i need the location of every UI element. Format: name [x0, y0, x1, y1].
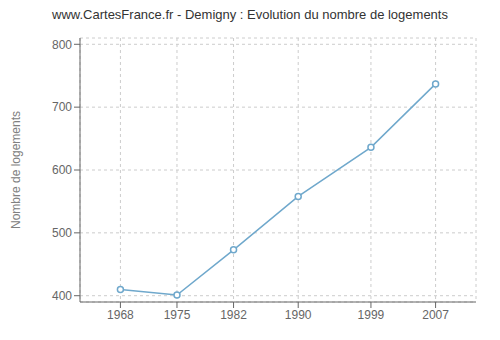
svg-text:700: 700 [52, 100, 72, 114]
html-text:www.CartesFrance.fr - Demigny: www.CartesFrance.fr - Demigny : Evolutio… [52, 7, 448, 22]
svg-text:2007: 2007 [422, 308, 449, 322]
svg-text:800: 800 [52, 38, 72, 52]
svg-text:600: 600 [52, 163, 72, 177]
svg-text:1968: 1968 [107, 308, 134, 322]
svg-text:400: 400 [52, 289, 72, 303]
svg-text:1990: 1990 [285, 308, 312, 322]
svg-text:500: 500 [52, 226, 72, 240]
svg-text:1975: 1975 [164, 308, 191, 322]
svg-text:1982: 1982 [220, 308, 247, 322]
svg-text:1999: 1999 [358, 308, 385, 322]
svg-text:Nombre de logements: Nombre de logements [9, 111, 23, 229]
